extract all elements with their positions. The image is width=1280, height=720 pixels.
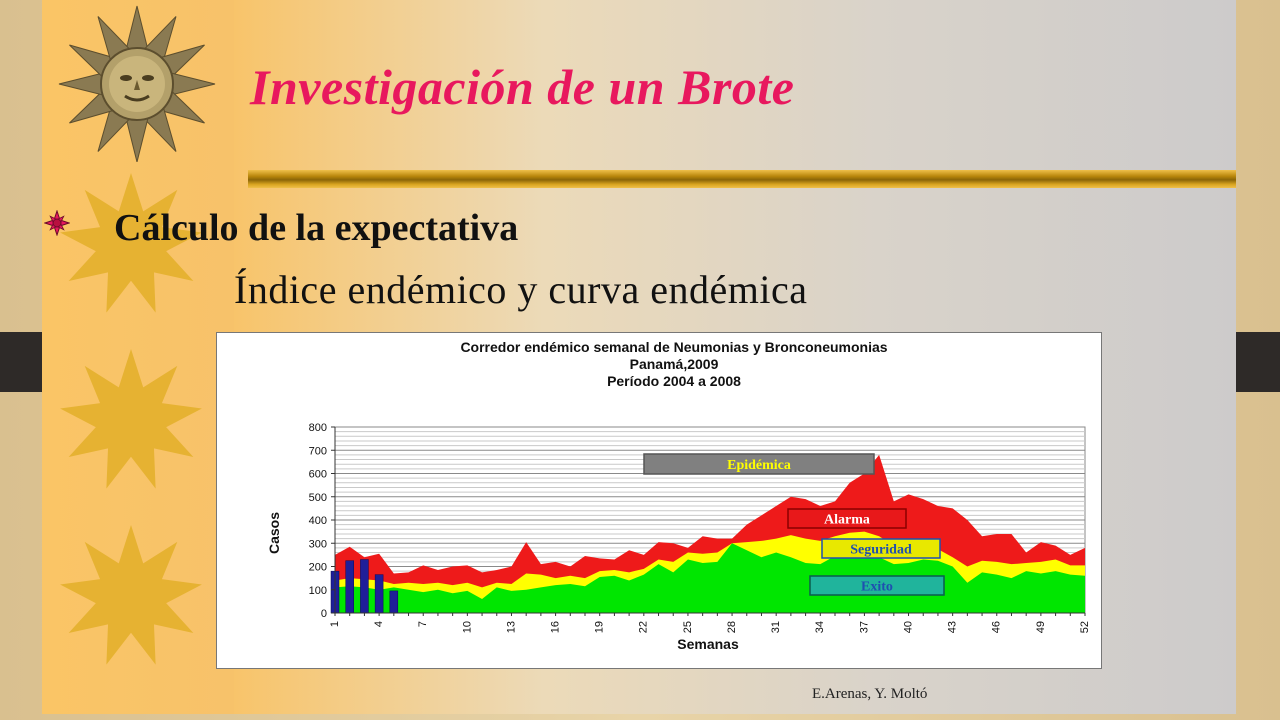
x-tick-label: 13 [505,621,517,633]
x-tick-label: 4 [373,621,385,627]
x-tick-label: 52 [1079,621,1091,633]
zone-label-seguridad: Seguridad [850,543,912,558]
bar-week-5 [389,590,399,614]
zone-label-box-alarma [787,508,907,529]
right-dark-band [1236,332,1280,392]
zone-label-box-epidemica [643,453,875,475]
y-tick-label: 0 [321,608,327,620]
title-underline-rule [248,170,1236,188]
y-tick-label: 400 [309,515,327,527]
x-tick-label: 10 [461,621,473,633]
x-tick-label: 34 [814,621,826,633]
zone-label-alarma: Alarma [824,513,870,528]
slide-subtitle: Índice endémico y curva endémica [234,267,808,312]
bar-week-2 [345,560,354,614]
zone-label-exito: Exito [861,580,893,595]
zone-label-box-exito [809,575,945,596]
chart-zone-labels: Epidémica Alarma Seguridad Exito [643,453,945,596]
x-axis-title: Semanas [677,636,739,652]
y-tick-label: 100 [309,585,327,597]
y-tick-label: 600 [309,469,327,481]
x-tick-label: 22 [638,621,650,633]
x-tick-label: 37 [858,621,870,633]
bullet-star-icon [44,210,70,236]
x-tick-label: 19 [594,621,606,633]
chart-title-line-3: Período 2004 a 2008 [607,373,741,389]
author-credit: E.Arenas, Y. Moltó [812,686,928,702]
slide: Investigación de un Brote Cálculo de la … [42,0,1236,714]
x-tick-label: 49 [1035,621,1047,633]
chart-title-line-2: Panamá,2009 [630,356,719,372]
x-tick-label: 28 [726,621,738,633]
bullet-point-text: Cálculo de la expectativa [114,207,519,249]
chart-title-line-1: Corredor endémico semanal de Neumonias y… [460,339,887,355]
x-tick-label: 1 [329,621,341,627]
y-tick-label: 500 [309,492,327,504]
slide-title: Investigación de un Brote [250,59,795,115]
bar-week-4 [374,574,384,614]
left-dark-band [0,332,42,392]
sun-icon [60,525,202,665]
y-tick-label: 300 [309,538,327,550]
zone-label-epidemica: Epidémica [727,458,791,473]
x-tick-label: 7 [417,621,429,627]
endemic-corridor-chart: Corredor endémico semanal de Neumonias y… [216,332,1102,669]
chart-canvas: Corredor endémico semanal de Neumonias y… [266,339,1091,652]
sun-icon [58,5,216,162]
sun-icon [60,173,202,313]
x-tick-label: 25 [682,621,694,633]
y-tick-label: 700 [309,445,327,457]
chart-axes: 0 100 200 300 400 500 600 700 800 1 4 7 10 13 16 19 22 25… [309,422,1091,633]
x-tick-label: 31 [770,621,782,633]
x-tick-label: 40 [902,621,914,633]
x-tick-label: 46 [991,621,1003,633]
x-tick-label: 43 [947,621,959,633]
y-axis-title: Casos [266,512,282,554]
x-tick-label: 16 [549,621,561,633]
sun-icon [60,349,202,489]
y-tick-label: 200 [309,562,327,574]
bar-week-3 [360,559,369,614]
y-tick-label: 800 [309,422,327,434]
zone-label-box-seguridad [821,538,941,559]
